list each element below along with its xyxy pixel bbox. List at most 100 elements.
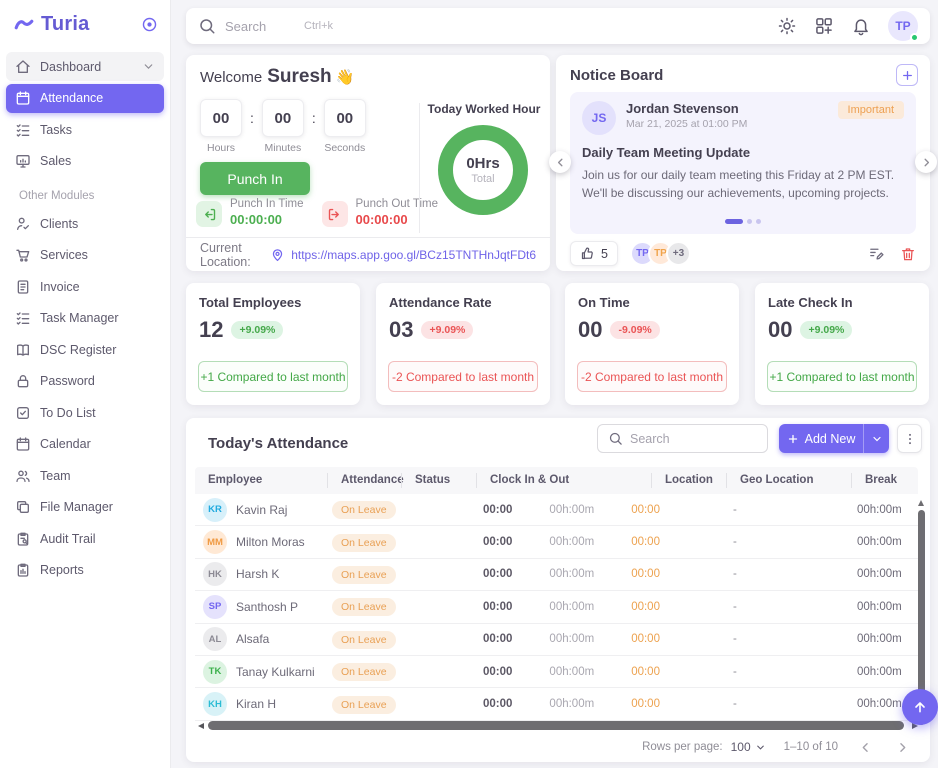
stat-compare-button[interactable]: +1 Compared to last month [767, 361, 917, 392]
timer-seconds-label: Seconds [324, 142, 366, 154]
stat-compare-button[interactable]: +1 Compared to last month [198, 361, 348, 392]
clock-in-value: 00:00 [483, 536, 513, 549]
scrollbar-thumb[interactable] [208, 721, 904, 730]
clock-out-value: 00:00 [631, 600, 660, 613]
current-location-row: Current Location: https://maps.app.goo.g… [186, 237, 550, 271]
scrollbar-left-arrow[interactable] [198, 723, 204, 729]
add-new-label: Add New [804, 431, 856, 446]
column-header: Status [401, 473, 476, 488]
book-icon [15, 342, 31, 358]
carousel-dot[interactable] [747, 219, 752, 224]
employee-name: Kavin Raj [236, 502, 288, 517]
column-header: Break [851, 473, 918, 488]
timer-hours-label: Hours [206, 142, 235, 154]
logo[interactable]: Turia [0, 0, 170, 46]
stat-compare-button[interactable]: -2 Compared to last month [388, 361, 538, 392]
rows-per-page-select[interactable]: 100 [731, 740, 766, 754]
search-input[interactable] [225, 18, 295, 34]
break-value: 00h:00m [857, 568, 902, 581]
todo-icon [15, 405, 31, 421]
vertical-scrollbar[interactable] [918, 500, 925, 738]
theme-toggle-icon[interactable] [777, 16, 797, 36]
attendance-status-badge: On Leave [332, 695, 396, 714]
add-new-dropdown[interactable] [863, 424, 889, 453]
pagination-range: 1–10 of 10 [783, 741, 838, 753]
sidebar-item-services[interactable]: Services [6, 241, 164, 270]
global-search[interactable]: Ctrl+k [198, 17, 777, 35]
stat-title: Total Employees [199, 295, 302, 310]
pagination-prev-button[interactable] [858, 740, 873, 755]
carousel-indicator[interactable] [570, 219, 916, 224]
scrollbar-right-arrow[interactable] [912, 723, 918, 729]
break-value: 00h:00m [857, 600, 902, 613]
sidebar-item-attendance[interactable]: Attendance [6, 83, 164, 113]
sidebar-item-file-manager[interactable]: File Manager [6, 493, 164, 522]
edit-notice-icon[interactable] [868, 245, 885, 262]
apps-grid-icon[interactable] [814, 16, 834, 36]
sidebar-item-dsc-register[interactable]: DSC Register [6, 335, 164, 364]
turia-logo-icon [13, 14, 35, 36]
sidebar-item-calendar[interactable]: Calendar [6, 430, 164, 459]
sidebar-item-audit-trail[interactable]: Audit Trail [6, 524, 164, 553]
timer-seconds: 00 [323, 99, 366, 137]
sidebar-item-password[interactable]: Password [6, 367, 164, 396]
sidebar-item-label: Clients [40, 216, 79, 231]
sidebar-item-team[interactable]: Team [6, 461, 164, 490]
notifications-bell-icon[interactable] [851, 16, 871, 36]
carousel-dot-active[interactable] [725, 219, 743, 224]
scrollbar-thumb[interactable] [918, 510, 925, 725]
sidebar-item-reports[interactable]: Reports [6, 556, 164, 585]
pagination-next-button[interactable] [895, 740, 910, 755]
stat-change-badge: +9.09% [421, 321, 474, 339]
scrollbar-up-arrow[interactable] [918, 500, 924, 506]
sidebar-nav: Dashboard Attendance Tasks Sales Other M… [0, 46, 170, 585]
notice-timestamp: Mar 21, 2025 at 01:00 PM [626, 118, 748, 130]
table-row[interactable]: HK Harsh K On Leave 00:00 00h:00m 00:00 … [195, 559, 918, 592]
sidebar-item-tasks[interactable]: Tasks [6, 115, 164, 144]
sidebar-item-task-manager[interactable]: Task Manager [6, 304, 164, 333]
calendar-icon [15, 436, 31, 452]
table-options-button[interactable] [897, 424, 922, 453]
attendance-status-badge: On Leave [332, 533, 396, 552]
stat-compare-button[interactable]: -2 Compared to last month [577, 361, 727, 392]
notice-subject: Daily Team Meeting Update [582, 145, 751, 160]
add-notice-button[interactable] [896, 64, 918, 86]
sidebar-collapse-icon[interactable] [141, 16, 158, 33]
sidebar-item-clients[interactable]: Clients [6, 209, 164, 238]
chevron-down-icon [142, 60, 155, 73]
table-search[interactable] [597, 424, 768, 453]
table-row[interactable]: TK Tanay Kulkarni On Leave 00:00 00h:00m… [195, 656, 918, 689]
attendance-status-badge: On Leave [332, 663, 396, 682]
break-value: 00h:00m [857, 633, 902, 646]
scroll-to-top-button[interactable] [902, 689, 938, 725]
location-link[interactable]: https://maps.app.goo.gl/BCz15TNTHnJqtFDt… [291, 247, 536, 262]
punch-in-value: 00:00:00 [230, 212, 283, 227]
carousel-dot[interactable] [756, 219, 761, 224]
work-timer: 00 Hours : 00 Minutes : 00 Seconds [200, 99, 366, 154]
punch-out-label: Punch Out Time [355, 198, 438, 210]
delete-notice-icon[interactable] [900, 246, 916, 262]
table-row[interactable]: SP Santhosh P On Leave 00:00 00h:00m 00:… [195, 591, 918, 624]
sidebar-item-dashboard[interactable]: Dashboard [6, 52, 164, 81]
sidebar-item-sales[interactable]: Sales [6, 147, 164, 176]
horizontal-scrollbar[interactable] [198, 721, 918, 731]
carousel-prev-button[interactable] [549, 151, 571, 173]
geo-location-value: - [733, 665, 737, 678]
user-avatar[interactable]: TP [888, 11, 919, 42]
table-row[interactable]: KR Kavin Raj On Leave 00:00 00h:00m 00:0… [195, 494, 918, 527]
sidebar-item-invoice[interactable]: Invoice [6, 272, 164, 301]
like-button[interactable]: 5 [570, 241, 618, 266]
employee-avatar: TK [203, 659, 227, 684]
punch-in-button[interactable]: Punch In [200, 162, 310, 195]
team-icon [15, 468, 31, 484]
stat-value: 12 [199, 317, 224, 342]
add-new-button[interactable]: Add New [779, 424, 889, 453]
table-row[interactable]: KH Kiran H On Leave 00:00 00h:00m 00:00 … [195, 688, 918, 721]
stat-change-badge: +9.09% [800, 321, 853, 339]
online-status-dot [910, 33, 919, 42]
sidebar-item-to-do-list[interactable]: To Do List [6, 398, 164, 427]
table-search-input[interactable] [630, 431, 730, 446]
carousel-next-button[interactable] [915, 151, 937, 173]
table-row[interactable]: AL Alsafa On Leave 00:00 00h:00m 00:00 -… [195, 624, 918, 656]
table-row[interactable]: MM Milton Moras On Leave 00:00 00h:00m 0… [195, 526, 918, 559]
